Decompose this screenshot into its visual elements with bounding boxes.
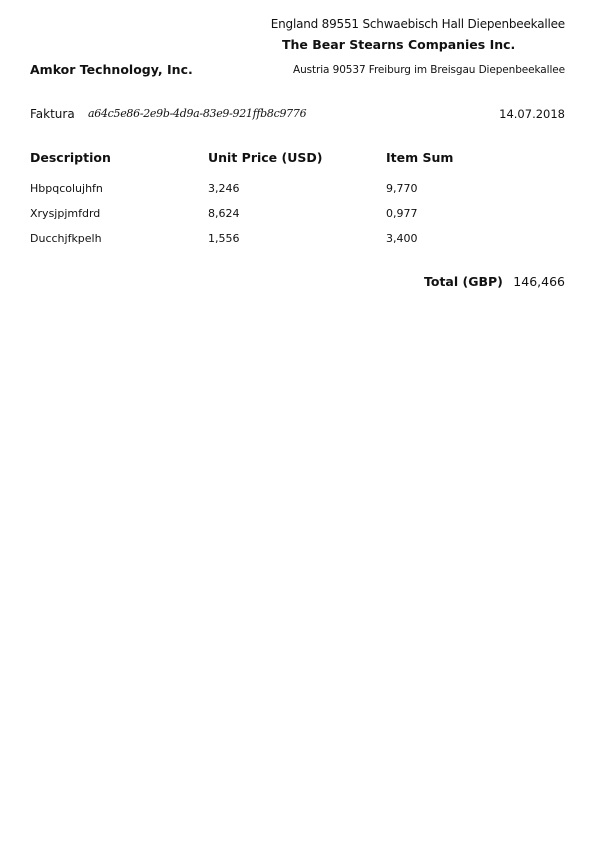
- item-unit-price: 8,624: [208, 207, 240, 220]
- item-unit-price: 3,246: [208, 182, 240, 195]
- table-row: Xrysjpjmfdrd 8,624 0,977: [0, 207, 595, 232]
- sender-address: England 89551 Schwaebisch Hall Diepenbee…: [270, 17, 565, 31]
- invoice-label: Faktura: [30, 107, 75, 121]
- column-header-description: Description: [30, 150, 111, 165]
- total-label: Total (GBP): [424, 274, 503, 289]
- item-unit-price: 1,556: [208, 232, 240, 245]
- item-description: Hbpqcolujhfn: [30, 182, 103, 195]
- invoice-date: 14.07.2018: [499, 107, 565, 121]
- item-description: Xrysjpjmfdrd: [30, 207, 101, 220]
- recipient-address: Austria 90537 Freiburg im Breisgau Diepe…: [293, 64, 565, 76]
- item-sum: 9,770: [386, 182, 418, 195]
- column-header-unit-price: Unit Price (USD): [208, 150, 323, 165]
- item-description: Ducchjfkpelh: [30, 232, 102, 245]
- item-sum: 3,400: [386, 232, 418, 245]
- recipient-name: Amkor Technology, Inc.: [30, 62, 193, 77]
- item-sum: 0,977: [386, 207, 418, 220]
- table-row: Hbpqcolujhfn 3,246 9,770: [0, 182, 595, 207]
- sender-name: The Bear Stearns Companies Inc.: [282, 37, 516, 52]
- total-value: 146,466: [513, 274, 565, 289]
- table-row: Ducchjfkpelh 1,556 3,400: [0, 232, 595, 257]
- invoice-id: a64c5e86-2e9b-4d9a-83e9-921ffb8c9776: [88, 107, 307, 120]
- column-header-item-sum: Item Sum: [386, 150, 454, 165]
